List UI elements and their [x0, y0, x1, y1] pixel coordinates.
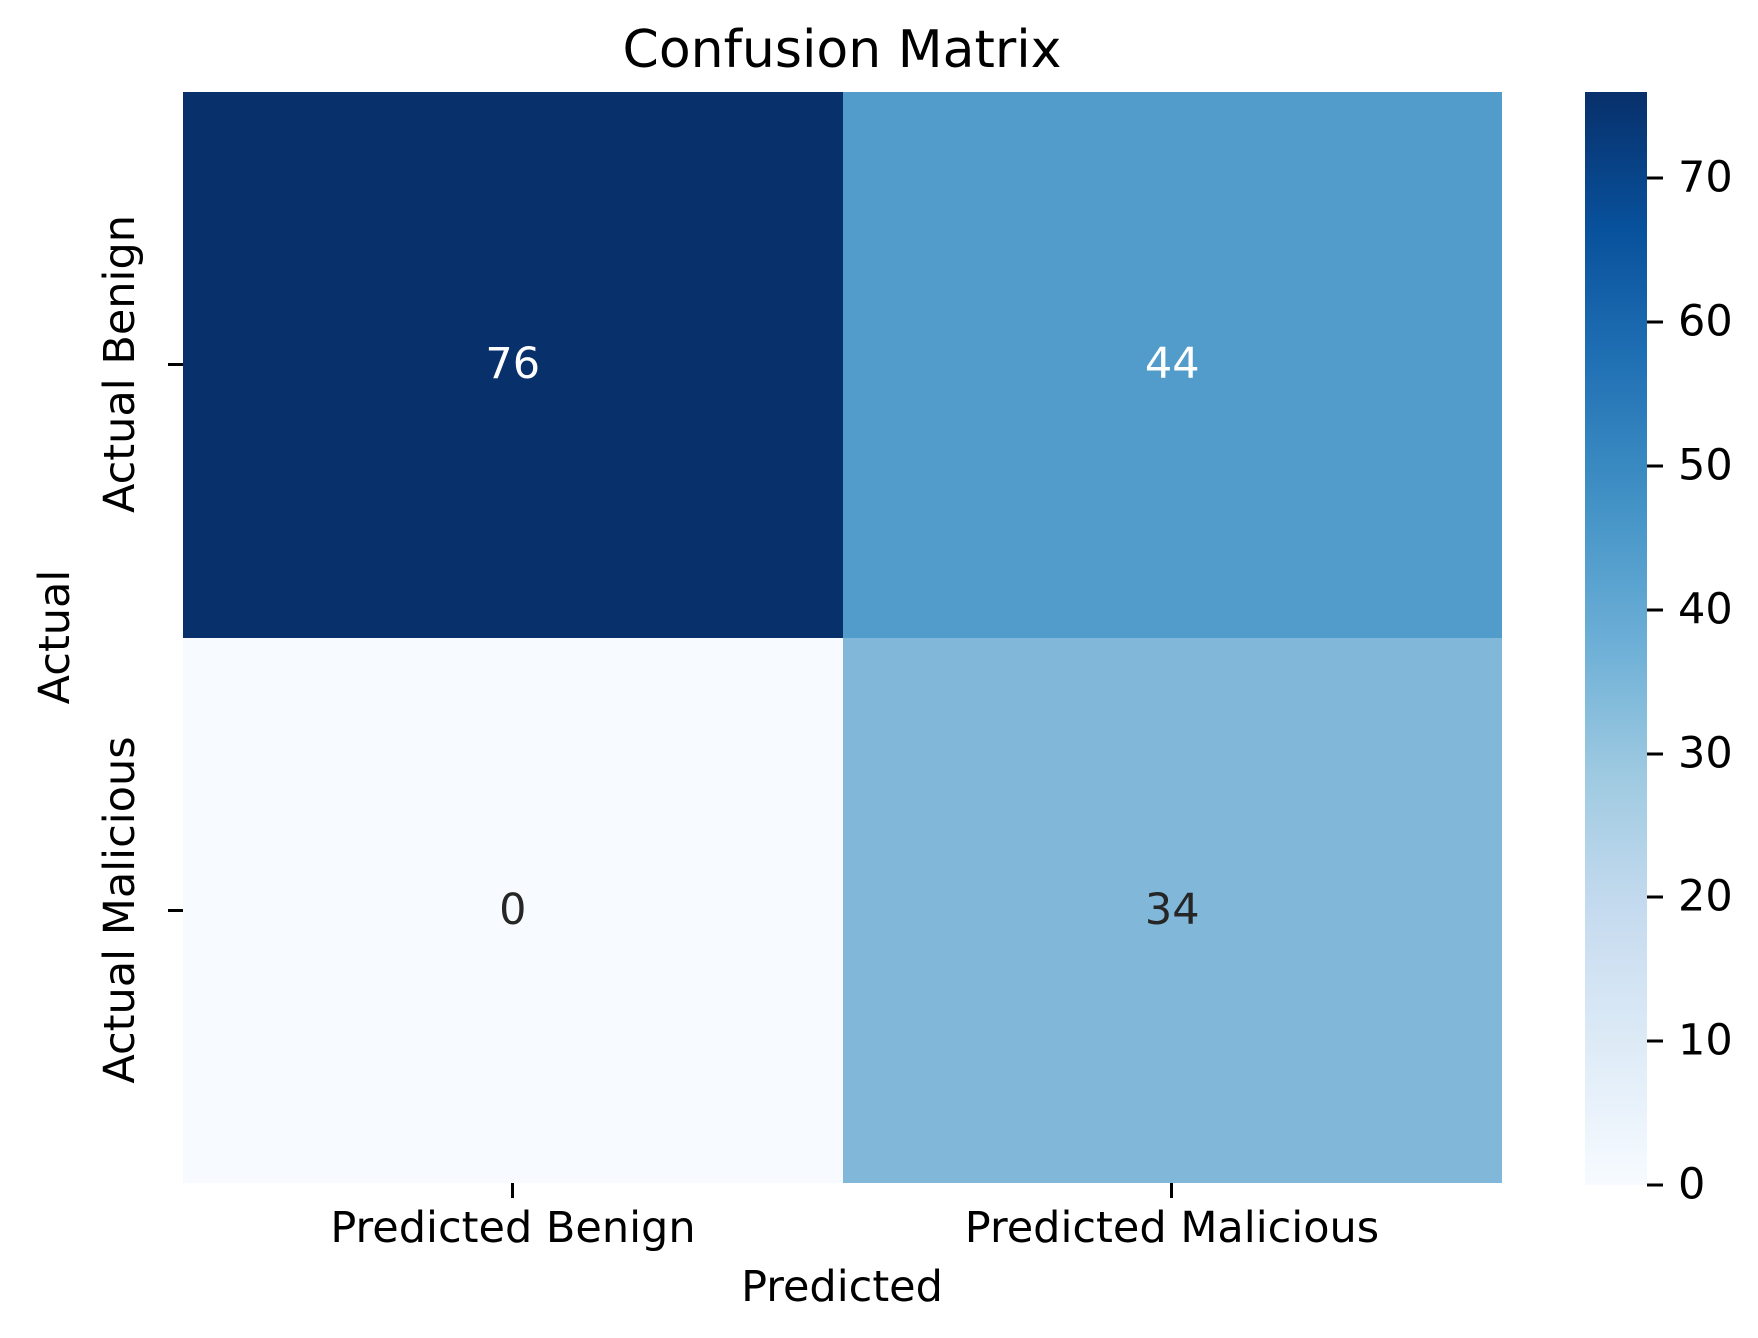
heatmap-cell-actual-malicious-predicted-benign: 0	[183, 637, 843, 1183]
y-tick-label-actual-benign: Actual Benign	[95, 214, 145, 514]
heatmap-cell-actual-benign-predicted-malicious: 44	[842, 92, 1502, 638]
y-tick-mark	[168, 363, 183, 366]
cell-value: 44	[1144, 339, 1200, 390]
colorbar	[1585, 92, 1647, 1185]
colorbar-tick-label: 50	[1678, 440, 1733, 491]
colorbar-tick-label: 0	[1678, 1159, 1706, 1210]
colorbar-tick-mark	[1647, 1039, 1663, 1043]
heatmap-grid: 76 44 0 34	[183, 92, 1502, 1183]
y-tick-label-actual-malicious: Actual Malicious	[95, 736, 145, 1084]
cell-value: 76	[485, 339, 541, 390]
heatmap-cell-actual-malicious-predicted-malicious: 34	[842, 637, 1502, 1183]
x-tick-mark	[511, 1183, 514, 1198]
x-tick-label-predicted-malicious: Predicted Malicious	[964, 1203, 1380, 1253]
x-tick-mark	[1170, 1183, 1173, 1198]
colorbar-ticks: 0 10 20 30 40 50 60 70	[1647, 92, 1758, 1206]
colorbar-tick-mark	[1647, 176, 1663, 180]
colorbar-tick-label: 70	[1678, 152, 1733, 203]
colorbar-tick-label: 10	[1678, 1015, 1733, 1066]
colorbar-tick-label: 20	[1678, 871, 1733, 922]
colorbar-tick-mark	[1647, 464, 1663, 468]
cell-value: 34	[1144, 884, 1200, 935]
colorbar-tick-mark	[1647, 320, 1663, 324]
colorbar-tick-label: 30	[1678, 728, 1733, 779]
y-tick-mark	[168, 909, 183, 912]
colorbar-tick-mark	[1647, 752, 1663, 756]
y-axis-label: Actual	[30, 569, 80, 705]
colorbar-tick-mark	[1647, 895, 1663, 899]
chart-title: Confusion Matrix	[622, 20, 1062, 80]
x-axis-label: Predicted	[741, 1262, 943, 1312]
colorbar-tick-mark	[1647, 608, 1663, 612]
heatmap-cell-actual-benign-predicted-benign: 76	[183, 92, 843, 638]
x-tick-label-predicted-benign: Predicted Benign	[330, 1203, 696, 1253]
colorbar-tick-label: 60	[1678, 296, 1733, 347]
colorbar-tick-label: 40	[1678, 584, 1733, 635]
colorbar-tick-mark	[1647, 1183, 1663, 1187]
cell-value: 0	[499, 884, 527, 935]
